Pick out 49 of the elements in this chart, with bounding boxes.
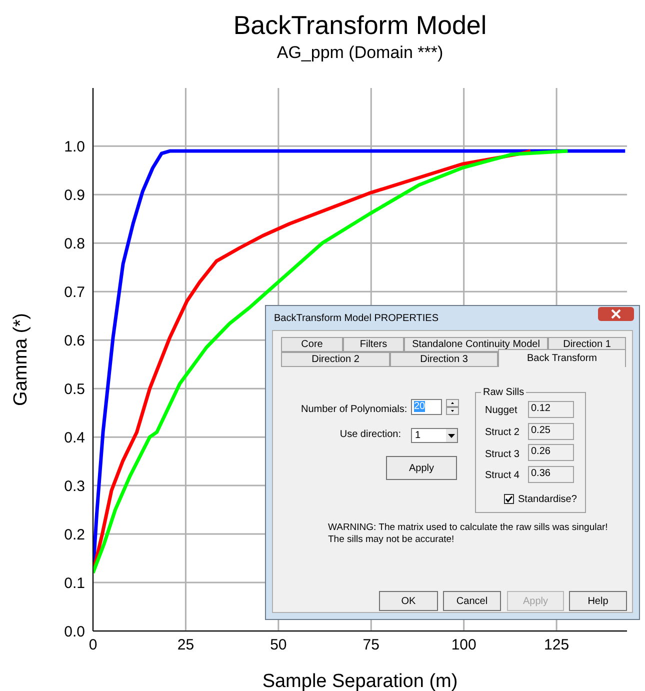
x-tick-label: 50	[270, 636, 287, 654]
annotation: Apply	[507, 591, 564, 611]
x-axis-title: Sample Separation (m)	[262, 671, 458, 691]
y-tick-label: 0.5	[64, 380, 85, 398]
annotation: Standardise?	[518, 494, 577, 506]
annotation: Cancel	[443, 591, 501, 611]
x-tick-label: 100	[451, 636, 476, 654]
annotation: 0.26	[528, 444, 574, 461]
y-tick-label: 0.7	[64, 284, 85, 301]
annotation: Back Transform	[498, 349, 626, 367]
x-tick-label: 125	[544, 636, 570, 654]
x-tick-label: 75	[362, 636, 380, 654]
annotation: Apply	[386, 456, 457, 480]
y-tick-label: 0.0	[64, 623, 85, 640]
annotation: Direction 2	[281, 352, 390, 367]
annotation: Struct 4	[485, 470, 520, 482]
x-tick-label: 25	[177, 636, 194, 654]
annotation: 1	[411, 428, 458, 443]
y-tick-label: 0.1	[64, 574, 85, 592]
annotation: Use direction:	[338, 429, 401, 441]
y-tick-label: 0.3	[64, 478, 85, 495]
annotation: Core	[281, 337, 343, 352]
annotation: Direction 1	[548, 337, 626, 352]
annotation: Struct 2	[485, 427, 520, 439]
annotation: 20	[414, 401, 426, 412]
annotation: Nugget	[485, 405, 518, 417]
annotation: BackTransform Model PROPERTIES	[274, 313, 438, 325]
annotation: WARNING: The matrix used to calculate the raw sills was singular! The sills may not be accurate!	[328, 522, 609, 546]
y-axis-title: Gamma (*)	[10, 313, 32, 406]
annotation: 0.36	[528, 466, 574, 483]
annotation: Raw Sills	[481, 387, 526, 399]
chart-title: BackTransform Model	[232, 10, 488, 41]
y-tick-label: 0.8	[64, 235, 85, 252]
x-tick-label: 0	[88, 636, 98, 654]
y-tick-label: 1.0	[64, 138, 85, 156]
annotation: 0.12	[528, 401, 574, 418]
annotation: Number of Polynomials:	[301, 404, 408, 416]
y-tick-label: 0.4	[64, 429, 85, 446]
annotation: Struct 3	[485, 449, 520, 461]
annotation: Help	[569, 591, 627, 611]
annotation: Standalone Continuity Model	[404, 337, 548, 352]
chart-subtitle: AG_ppm (Domain ***)	[276, 43, 444, 63]
y-tick-label: 0.2	[64, 526, 85, 544]
annotation: Direction 3	[390, 352, 498, 367]
y-tick-label: 0.6	[64, 332, 85, 350]
annotation: 0.25	[528, 423, 574, 440]
y-tick-label: 0.9	[64, 186, 85, 204]
annotation: Filters	[343, 337, 404, 352]
annotation: OK	[379, 591, 438, 611]
